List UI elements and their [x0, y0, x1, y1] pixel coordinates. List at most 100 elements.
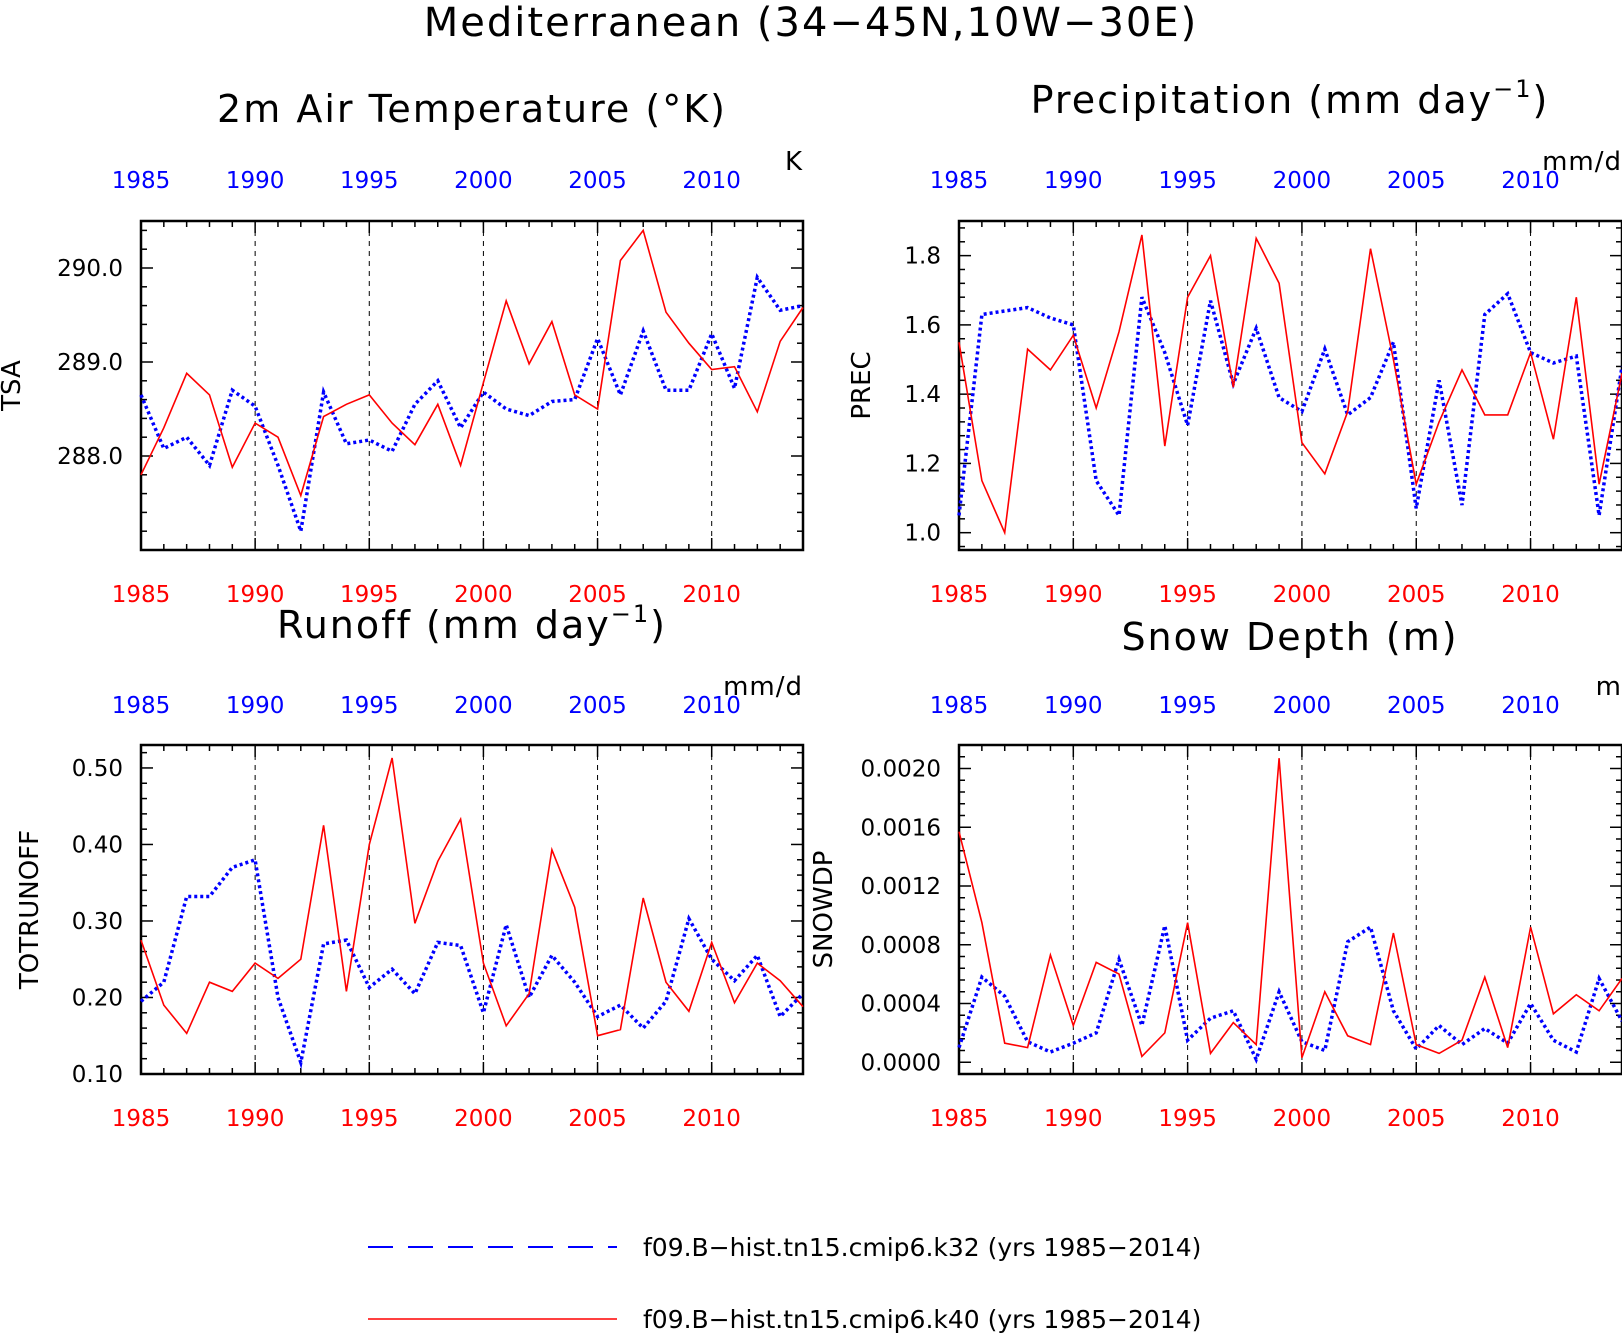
x-tick-label-top: 1990: [226, 693, 285, 719]
y-tick-label: 289.0: [57, 350, 123, 376]
x-tick-label-top: 1985: [112, 693, 171, 719]
x-tick-label-bottom: 1990: [226, 582, 285, 608]
y-tick-label: 290.0: [57, 256, 123, 282]
y-tick-label: 0.0020: [861, 757, 941, 783]
plot-frame: [139, 743, 805, 1076]
x-tick-label-bottom: 1990: [226, 1106, 285, 1132]
x-tick-label-bottom: 1995: [1158, 1106, 1217, 1132]
series-line-k32: [139, 273, 804, 532]
y-tick-label: 288.0: [57, 444, 123, 470]
series-line-k32: [957, 290, 1622, 521]
x-tick-label-top: 2005: [1387, 693, 1446, 719]
x-tick-label-bottom: 1995: [340, 582, 399, 608]
x-tick-label-bottom: 1995: [1158, 582, 1217, 608]
x-tick-label-bottom: 1990: [1044, 582, 1103, 608]
panel-title: Runoff (mm day−1): [277, 600, 667, 647]
x-tick-label-bottom: 2005: [568, 582, 627, 608]
panel-1: 2m Air Temperature (°K) K 1985 1985 1990 1990…: [0, 87, 805, 608]
panel-title: 2m Air Temperature (°K): [217, 87, 727, 131]
series-line-k40: [958, 234, 1622, 536]
y-tick-label: 1.4: [904, 382, 941, 408]
y-axis-label: TOTRUNOFF: [15, 830, 45, 990]
y-tick-label: 1.0: [904, 521, 941, 547]
x-tick-label-bottom: 2010: [682, 1106, 741, 1132]
units-label: mm/d: [723, 672, 803, 702]
y-tick-label: 1.6: [904, 313, 941, 339]
series-line-k32: [139, 857, 805, 1070]
x-tick-label-bottom: 2005: [1387, 1106, 1446, 1132]
x-tick-label-top: 2000: [454, 693, 513, 719]
x-tick-label-bottom: 1985: [930, 582, 989, 608]
x-tick-label-bottom: 2010: [1501, 582, 1560, 608]
legend: f09.B−hist.tn15.cmip6.k32 (yrs 1985−2014…: [368, 1233, 1201, 1334]
series-line-k40: [958, 758, 1622, 1059]
x-tick-label-bottom: 2010: [682, 582, 741, 608]
series-line-k32: [957, 924, 1622, 1064]
x-tick-label-bottom: 2000: [1273, 1106, 1332, 1132]
panel-3: Runoff (mm day−1) mm/d 1985 1985 1990 1990 199…: [15, 600, 805, 1132]
x-tick-label-bottom: 1985: [930, 1106, 989, 1132]
x-tick-label-top: 1995: [340, 168, 399, 194]
panel-2: Precipitation (mm day−1) mm/d 1985 1985 1990…: [847, 75, 1622, 608]
y-tick-label: 0.0016: [861, 815, 941, 841]
y-tick-label: 0.20: [72, 985, 123, 1011]
units-label: mm/d: [1542, 147, 1622, 177]
units-label: K: [785, 147, 803, 177]
y-tick-label: 0.0012: [861, 874, 941, 900]
y-tick-label: 1.2: [904, 451, 941, 477]
y-tick-label: 0.0004: [861, 992, 941, 1018]
y-tick-label: 1.8: [904, 244, 941, 270]
y-tick-label: 0.40: [72, 832, 123, 858]
x-tick-label-bottom: 1985: [112, 1106, 171, 1132]
x-tick-label-top: 2010: [1501, 693, 1560, 719]
panel-4: Snow Depth (m) m 1985 1985 1990 1990 1995 1995 2…: [809, 615, 1622, 1132]
panel-title-end: ): [1533, 78, 1550, 122]
x-tick-label-bottom: 1995: [340, 1106, 399, 1132]
panel-title-end: ): [650, 603, 667, 647]
y-axis-label: SNOWDP: [809, 851, 839, 969]
x-tick-label-top: 2005: [1387, 168, 1446, 194]
x-tick-label-top: 1995: [1158, 168, 1217, 194]
y-tick-label: 0.10: [72, 1062, 123, 1088]
x-tick-label-top: 2010: [1501, 168, 1560, 194]
x-tick-label-bottom: 2000: [454, 582, 513, 608]
x-tick-label-top: 1990: [1044, 168, 1103, 194]
x-tick-label-top: 1985: [112, 168, 171, 194]
x-tick-label-top: 2005: [568, 693, 627, 719]
x-tick-label-top: 1990: [226, 168, 285, 194]
panel-title-text: Snow Depth (m): [1121, 615, 1458, 659]
panel-title: Snow Depth (m): [1121, 615, 1458, 659]
panel-title-superscript: −1: [611, 600, 650, 628]
x-tick-label-top: 1995: [340, 693, 399, 719]
panel-title-text: Runoff (mm day: [277, 603, 611, 647]
x-tick-label-top: 2000: [1273, 168, 1332, 194]
panel-title: Precipitation (mm day−1): [1031, 75, 1550, 122]
y-tick-label: 0.30: [72, 909, 123, 935]
x-tick-label-top: 2005: [568, 168, 627, 194]
x-tick-label-bottom: 2010: [1501, 1106, 1560, 1132]
x-tick-label-top: 1985: [930, 693, 989, 719]
legend-label-2: f09.B−hist.tn15.cmip6.k40 (yrs 1985−2014…: [643, 1305, 1201, 1334]
x-tick-label-bottom: 1990: [1044, 1106, 1103, 1132]
y-tick-label: 0.0008: [861, 933, 941, 959]
plot-frame: [139, 219, 805, 552]
series-line-k40: [140, 228, 804, 498]
legend-label-1: f09.B−hist.tn15.cmip6.k32 (yrs 1985−2014…: [643, 1233, 1201, 1262]
y-axis-label: PREC: [847, 351, 877, 419]
panel-title-superscript: −1: [1493, 75, 1532, 103]
x-tick-label-top: 2010: [682, 168, 741, 194]
x-tick-label-bottom: 1985: [112, 582, 171, 608]
x-tick-label-top: 2010: [682, 693, 741, 719]
x-tick-label-bottom: 2000: [1273, 582, 1332, 608]
x-tick-label-top: 1990: [1044, 693, 1103, 719]
y-tick-label: 0.50: [72, 756, 123, 782]
x-tick-label-bottom: 2005: [568, 1106, 627, 1132]
x-tick-label-bottom: 2005: [1387, 582, 1446, 608]
x-tick-label-bottom: 2000: [454, 1106, 513, 1132]
figure-title: Mediterranean (34−45N,10W−30E): [423, 0, 1199, 46]
y-tick-label: 0.0000: [861, 1050, 941, 1076]
panel-title-text: 2m Air Temperature (°K): [217, 87, 727, 131]
plot-frame: [957, 219, 1622, 552]
